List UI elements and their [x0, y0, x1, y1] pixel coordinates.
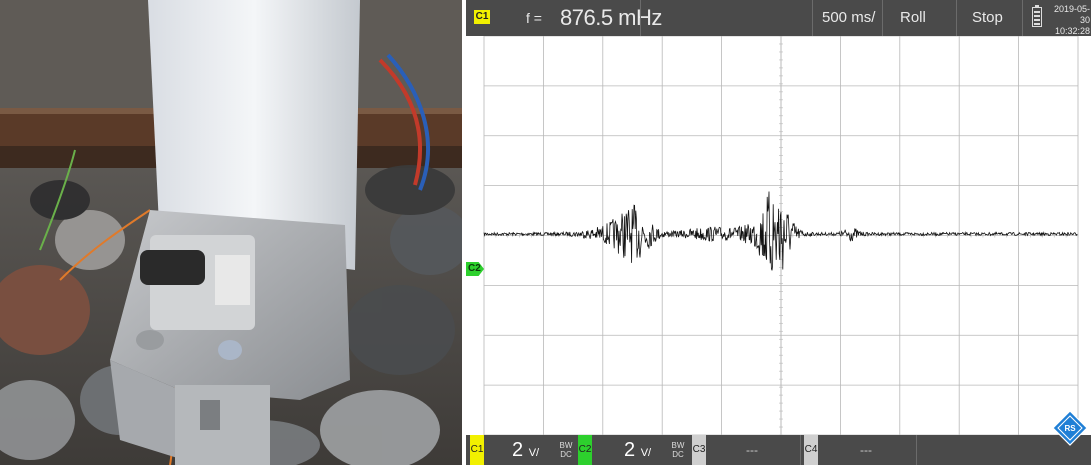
channel-3-label[interactable]: C3: [692, 435, 706, 465]
divider: [1022, 0, 1023, 36]
divider: [812, 0, 813, 36]
divider: [882, 0, 883, 36]
graticule: [466, 36, 1091, 435]
channel-1-badge[interactable]: C1: [474, 10, 490, 24]
divider: [916, 435, 917, 465]
divider: [800, 435, 801, 465]
channel-bar: C1 2 V/ BW DC C2 2 V/ BW DC C3 --- C4 --…: [466, 435, 1091, 465]
top-status-bar: C1 f = 876.5 mHz 500 ms/ Roll Stop 2019-…: [466, 0, 1091, 36]
divider: [640, 0, 641, 36]
sensor-photo: [0, 0, 462, 465]
channel-2-scale-unit: V/: [640, 447, 652, 459]
channel-1-coupling: DC: [560, 450, 572, 459]
channel-2-offset-marker[interactable]: C2: [466, 262, 484, 276]
acquisition-mode[interactable]: Roll: [900, 9, 926, 26]
channel-1-bandwidth: BW DC: [558, 441, 574, 459]
channel-2-bw-text: BW: [671, 441, 685, 450]
run-stop-button[interactable]: Stop: [972, 9, 1003, 26]
channel-2-bandwidth: BW DC: [670, 441, 686, 459]
date-text: 2019-05-30: [1053, 4, 1090, 25]
waveform-grid[interactable]: C2: [466, 36, 1091, 435]
date-time: 2019-05-30 10:32:28: [1050, 4, 1090, 37]
frequency-label: f =: [526, 10, 542, 26]
waveform-display: [466, 36, 1091, 435]
channel-2-coupling: DC: [672, 450, 684, 459]
channel-2-scale-value: 2: [624, 439, 636, 461]
channel-2-label[interactable]: C2: [578, 435, 592, 465]
channel-1-label[interactable]: C1: [470, 435, 484, 465]
channel-2-trace: [483, 191, 1078, 271]
oscilloscope-screen: C1 f = 876.5 mHz 500 ms/ Roll Stop 2019-…: [466, 0, 1091, 465]
time-text: 10:32:28: [1054, 26, 1090, 36]
frequency-value[interactable]: 876.5 mHz: [560, 5, 662, 30]
timebase-setting[interactable]: 500 ms/: [822, 9, 876, 26]
rohde-schwarz-logo-icon: RS: [1052, 410, 1088, 446]
channel-1-scale-value: 2: [512, 439, 524, 461]
battery-icon: [1032, 5, 1042, 27]
svg-text:RS: RS: [1064, 424, 1076, 433]
channel-2-scale[interactable]: 2 V/: [624, 435, 651, 465]
sensor-on-rail-image: [0, 0, 462, 465]
channel-1-scale[interactable]: 2 V/: [512, 435, 539, 465]
channel-1-scale-unit: V/: [528, 447, 540, 459]
channel-3-value: ---: [746, 443, 758, 457]
channel-4-label[interactable]: C4: [804, 435, 818, 465]
channel-4-value: ---: [860, 443, 872, 457]
divider: [956, 0, 957, 36]
channel-1-bw-text: BW: [559, 441, 573, 450]
